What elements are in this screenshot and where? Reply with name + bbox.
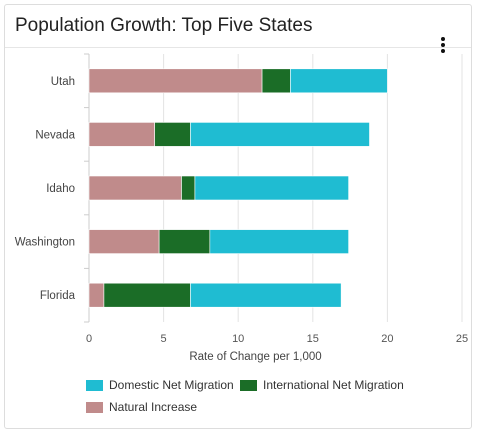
legend-label-natural: Natural Increase xyxy=(109,400,198,414)
legend-swatch-domestic xyxy=(86,379,103,391)
y-tick-label-utah: Utah xyxy=(51,76,75,88)
x-tick-label-20: 20 xyxy=(381,333,393,345)
bar-utah-natural-increase xyxy=(88,68,263,94)
y-tick-label-washington: Washington xyxy=(15,237,75,249)
legend-item-natural[interactable]: Natural Increase xyxy=(86,400,197,414)
x-tick-label-15: 15 xyxy=(307,333,319,345)
x-axis-title: Rate of Change per 1,000 xyxy=(189,351,321,363)
bar-washington-domestic-net-migration xyxy=(209,229,349,254)
y-tick-label-florida: Florida xyxy=(40,290,76,302)
vertical-ellipsis-icon[interactable] xyxy=(431,35,455,55)
bar-nevada-domestic-net-migration xyxy=(190,122,370,147)
card-header: Population Growth: Top Five States xyxy=(5,5,471,53)
bar-florida-domestic-net-migration xyxy=(190,282,342,308)
x-tick-label-0: 0 xyxy=(86,333,92,345)
legend-label-domestic: Domestic Net Migration xyxy=(109,378,234,392)
bar-florida-natural-increase xyxy=(88,282,105,308)
legend-label-international: International Net Migration xyxy=(263,378,404,392)
bar-idaho-international-net-migration xyxy=(181,175,196,201)
bar-washington-natural-increase xyxy=(88,229,160,254)
x-tick-label-25: 25 xyxy=(456,333,468,345)
bar-nevada-natural-increase xyxy=(88,122,155,147)
y-tick-label-idaho: Idaho xyxy=(46,183,75,195)
legend-item-domestic[interactable]: Domestic Net Migration xyxy=(86,378,234,392)
legend-swatch-international xyxy=(240,379,257,391)
bar-florida-international-net-migration xyxy=(103,282,191,308)
bar-idaho-domestic-net-migration xyxy=(194,175,349,201)
x-tick-label-10: 10 xyxy=(232,333,244,345)
y-tick-label-nevada: Nevada xyxy=(35,129,75,141)
bar-utah-domestic-net-migration xyxy=(290,68,388,94)
x-tick-label-5: 5 xyxy=(161,333,167,345)
legend-item-international[interactable]: International Net Migration xyxy=(240,378,404,392)
bar-washington-international-net-migration xyxy=(158,229,211,254)
bar-idaho-natural-increase xyxy=(88,175,182,201)
bar-utah-international-net-migration xyxy=(261,68,291,94)
chart-title: Population Growth: Top Five States xyxy=(15,15,313,36)
bar-nevada-international-net-migration xyxy=(154,122,191,147)
legend-swatch-natural xyxy=(86,401,103,413)
